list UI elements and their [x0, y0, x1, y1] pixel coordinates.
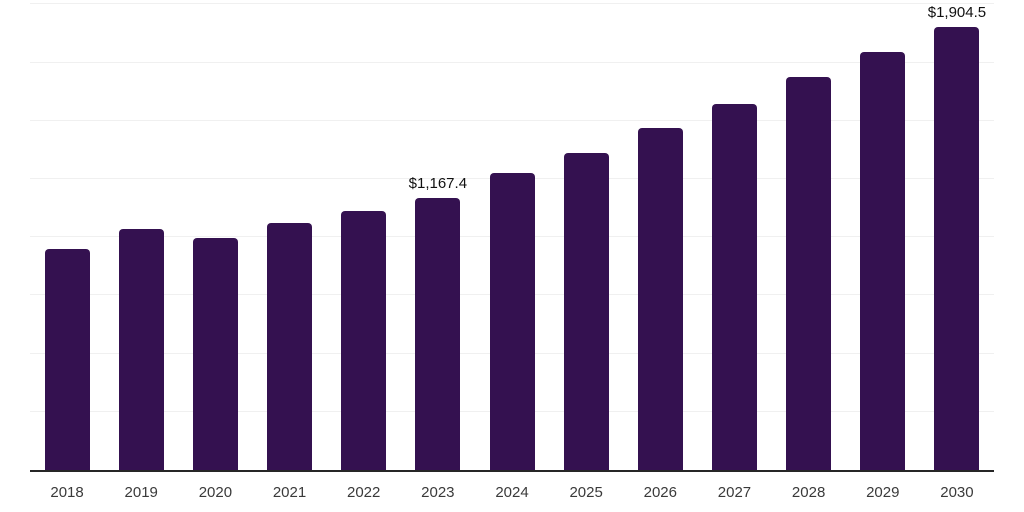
x-axis-tick-label-2020: 2020 — [198, 484, 233, 501]
bar-value-label-2030: $1,904.5 — [927, 3, 987, 21]
bar-2027[interactable] — [711, 103, 757, 470]
x-axis-tick-label-2025: 2025 — [569, 484, 603, 501]
bar-value-label-2023: $1,167.4 — [408, 175, 468, 193]
bar-2020[interactable] — [192, 238, 238, 470]
x-axis-tick-label-2028: 2028 — [791, 484, 826, 501]
bar-2024[interactable] — [489, 172, 535, 470]
x-axis-tick-label-2030: 2030 — [940, 484, 974, 501]
x-axis-tick-label-2023: 2023 — [421, 484, 455, 501]
gridline — [30, 3, 994, 5]
plot-area: $1,167.4 $1,904.5 — [30, 2, 994, 470]
x-axis-tick-label-2022: 2022 — [347, 484, 381, 501]
gridline — [30, 119, 994, 121]
gridline — [30, 61, 994, 63]
bar-2025[interactable] — [563, 153, 609, 470]
bar-2029[interactable] — [860, 52, 906, 470]
bar-2022[interactable] — [341, 211, 387, 470]
bar-2026[interactable] — [637, 127, 683, 470]
x-axis-tick-label-2018: 2018 — [50, 484, 84, 501]
bar-2018[interactable] — [44, 249, 90, 470]
bar-2023[interactable] — [415, 198, 461, 470]
x-axis-tick-label-2026: 2026 — [643, 484, 677, 501]
x-axis-tick-label-2029: 2029 — [866, 484, 900, 501]
x-axis-line — [30, 470, 994, 472]
bar-2030[interactable] — [934, 26, 980, 470]
bar-2028[interactable] — [786, 76, 832, 470]
bar-2021[interactable] — [267, 222, 313, 470]
x-axis-tick-label-2021: 2021 — [272, 484, 307, 501]
x-axis-tick-label-2019: 2019 — [124, 484, 158, 501]
x-axis-tick-label-2027: 2027 — [717, 484, 752, 501]
bar-2019[interactable] — [118, 229, 164, 470]
x-axis-tick-label-2024: 2024 — [495, 484, 529, 501]
